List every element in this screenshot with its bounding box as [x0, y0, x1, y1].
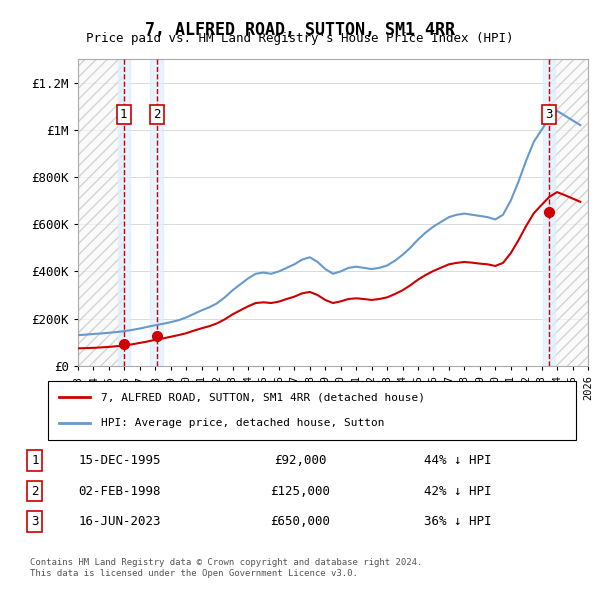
- Text: 44% ↓ HPI: 44% ↓ HPI: [424, 454, 491, 467]
- Bar: [151, 59, 163, 366]
- Text: 02-FEB-1998: 02-FEB-1998: [78, 484, 161, 498]
- FancyBboxPatch shape: [48, 381, 576, 440]
- Text: 1: 1: [120, 108, 127, 121]
- Text: 3: 3: [545, 108, 553, 121]
- Text: 42% ↓ HPI: 42% ↓ HPI: [424, 484, 491, 498]
- Bar: [78, 59, 123, 366]
- Text: Contains HM Land Registry data © Crown copyright and database right 2024.: Contains HM Land Registry data © Crown c…: [30, 558, 422, 566]
- Bar: [118, 59, 130, 366]
- Text: 7, ALFRED ROAD, SUTTON, SM1 4RR: 7, ALFRED ROAD, SUTTON, SM1 4RR: [145, 21, 455, 39]
- Bar: [78, 59, 123, 366]
- Text: HPI: Average price, detached house, Sutton: HPI: Average price, detached house, Sutt…: [101, 418, 385, 428]
- Bar: [548, 59, 588, 366]
- Text: 2: 2: [153, 108, 160, 121]
- Text: £650,000: £650,000: [270, 515, 330, 528]
- Text: 2: 2: [31, 484, 38, 498]
- Text: £92,000: £92,000: [274, 454, 326, 467]
- Text: 36% ↓ HPI: 36% ↓ HPI: [424, 515, 491, 528]
- Text: This data is licensed under the Open Government Licence v3.0.: This data is licensed under the Open Gov…: [30, 569, 358, 578]
- Text: 16-JUN-2023: 16-JUN-2023: [78, 515, 161, 528]
- Text: Price paid vs. HM Land Registry's House Price Index (HPI): Price paid vs. HM Land Registry's House …: [86, 32, 514, 45]
- Bar: [542, 59, 555, 366]
- Bar: [548, 59, 588, 366]
- Text: 1: 1: [31, 454, 38, 467]
- Text: 7, ALFRED ROAD, SUTTON, SM1 4RR (detached house): 7, ALFRED ROAD, SUTTON, SM1 4RR (detache…: [101, 392, 425, 402]
- Text: £125,000: £125,000: [270, 484, 330, 498]
- Text: 3: 3: [31, 515, 38, 528]
- Text: 15-DEC-1995: 15-DEC-1995: [78, 454, 161, 467]
